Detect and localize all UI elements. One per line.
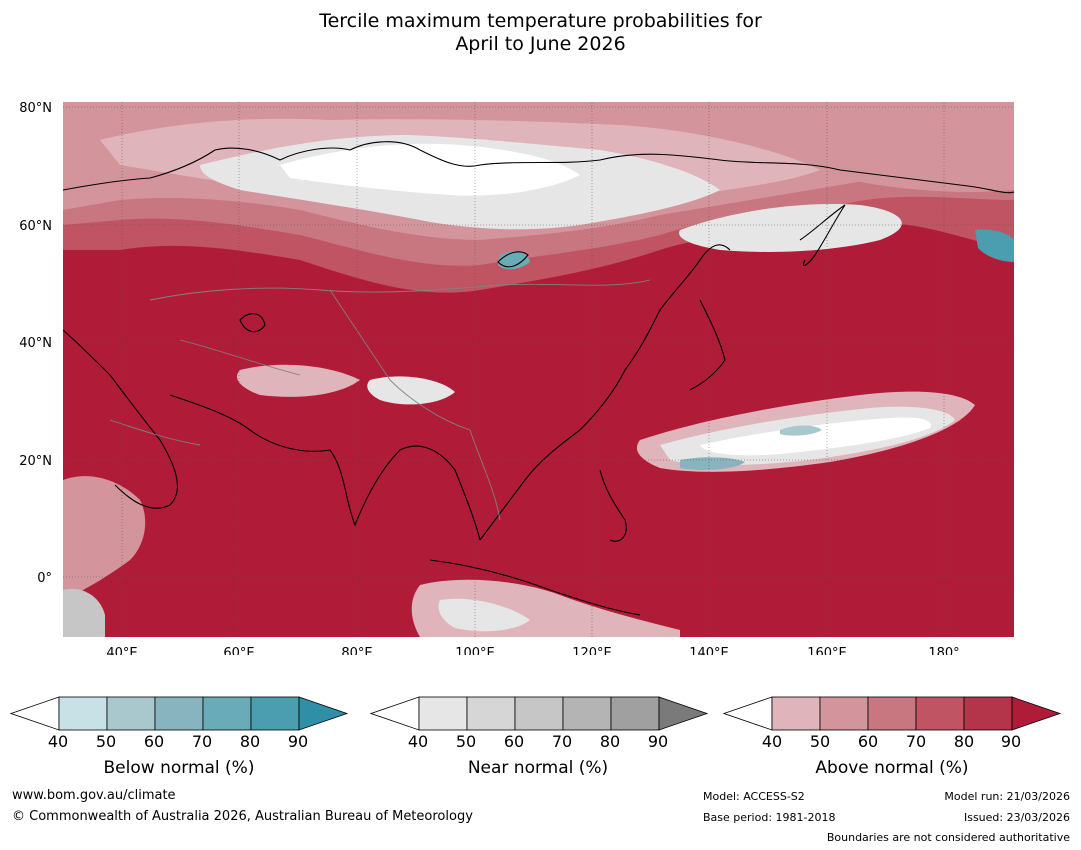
legend-tick: 90	[647, 732, 669, 751]
legend-swatch	[202, 696, 252, 731]
lat-label: 60°N	[19, 219, 52, 234]
below-normal-pacific-patch	[680, 457, 745, 470]
legend-swatch	[106, 696, 156, 731]
legend-title-below: Below normal (%)	[103, 758, 255, 778]
legend-swatch-high-triangle	[658, 696, 709, 731]
website-link[interactable]: www.bom.gov.au/climate	[12, 788, 176, 803]
legend-swatch-low-triangle	[10, 696, 60, 731]
legend-swatch-high-triangle	[298, 696, 349, 731]
copyright-text: © Commonwealth of Australia 2026, Austra…	[12, 809, 473, 824]
legend-swatch	[58, 696, 108, 731]
legend-title-above: Above normal (%)	[815, 758, 969, 778]
legend-tick: 70	[551, 732, 573, 751]
model-text: Model: ACCESS-S2	[703, 790, 805, 803]
chart-title: Tercile maximum temperature probabilitie…	[0, 10, 1081, 56]
white-below-40-region	[280, 143, 580, 196]
lat-label: 40°N	[19, 336, 52, 351]
legend-above-normal	[723, 696, 1062, 731]
legend-swatch	[250, 696, 300, 731]
legend-title-near: Near normal (%)	[467, 758, 609, 778]
lat-label: 0°	[37, 571, 52, 586]
title-line-2: April to June 2026	[455, 33, 626, 55]
legend-swatch	[963, 696, 1013, 731]
longitude-labels: 40°E 60°E 80°E 100°E 120°E 140°E 160°E 1…	[106, 646, 959, 655]
legend-near-normal	[370, 696, 709, 731]
issued-text: Issued: 23/03/2026	[963, 811, 1070, 824]
legend-tick: 50	[95, 732, 117, 751]
lon-label: 40°E	[106, 646, 137, 655]
lat-label: 80°N	[19, 101, 52, 116]
legend-tick: 40	[47, 732, 69, 751]
probability-map: 80°N 60°N 40°N 20°N 0° 40°E 60°E 80°E 10…	[19, 101, 1014, 655]
disclaimer-text: Boundaries are not considered authoritat…	[826, 831, 1070, 844]
lon-label: 140°E	[689, 646, 729, 655]
legend-tick: 70	[191, 732, 213, 751]
legend-tick: 60	[503, 732, 525, 751]
legend-tick: 80	[239, 732, 261, 751]
model-run-text: Model run: 21/03/2026	[944, 790, 1070, 803]
white-pacific	[700, 417, 931, 456]
graticule	[63, 102, 1014, 637]
below-normal-bering-patch	[975, 229, 1014, 262]
lon-label: 80°E	[341, 646, 372, 655]
base-period-text: Base period: 1981-2018	[703, 811, 836, 824]
near-normal-africa-south	[63, 588, 105, 637]
legend-swatch	[819, 696, 869, 731]
title-line-1: Tercile maximum temperature probabilitie…	[319, 10, 762, 32]
legend-tick: 40	[761, 732, 783, 751]
legend-tick: 80	[953, 732, 975, 751]
legend-swatch	[466, 696, 516, 731]
near-normal-indonesia	[438, 598, 530, 632]
legend-tick: 50	[455, 732, 477, 751]
near-normal-tibet	[367, 376, 455, 405]
legend-swatch	[771, 696, 821, 731]
legend-swatch	[562, 696, 612, 731]
legend-swatch	[514, 696, 564, 731]
lon-label: 160°E	[807, 646, 847, 655]
legend-tick: 90	[1000, 732, 1022, 751]
legend-below-normal	[10, 696, 349, 731]
legend-tick: 60	[857, 732, 879, 751]
legend-tick: 70	[905, 732, 927, 751]
above-normal-africa-60	[63, 476, 146, 600]
below-normal-pacific-patch-2	[780, 425, 822, 436]
legend-tick: 50	[809, 732, 831, 751]
near-normal-east-siberia	[679, 204, 902, 252]
legend-swatch	[610, 696, 660, 731]
lon-label: 120°E	[572, 646, 612, 655]
lon-label: 100°E	[455, 646, 495, 655]
legend-swatch-high-triangle	[1011, 696, 1062, 731]
lat-label: 20°N	[19, 454, 52, 469]
latitude-labels: 80°N 60°N 40°N 20°N 0°	[19, 101, 52, 586]
legend-swatch	[418, 696, 468, 731]
map-field	[63, 102, 1014, 637]
country-borders	[109, 279, 651, 521]
legend-swatch	[154, 696, 204, 731]
legend-swatch	[915, 696, 965, 731]
legend-tick: 90	[287, 732, 309, 751]
above-normal-chukotka	[818, 138, 1014, 192]
legend-swatch-low-triangle	[370, 696, 420, 731]
coastlines	[63, 141, 1014, 616]
lon-label: 180°	[928, 646, 959, 655]
legend-tick: 40	[407, 732, 429, 751]
legend-tick: 80	[599, 732, 621, 751]
lon-label: 60°E	[223, 646, 254, 655]
above-normal-iran-50	[236, 364, 360, 397]
legend-tick: 60	[143, 732, 165, 751]
legend-swatch-low-triangle	[723, 696, 773, 731]
legend-swatch	[867, 696, 917, 731]
